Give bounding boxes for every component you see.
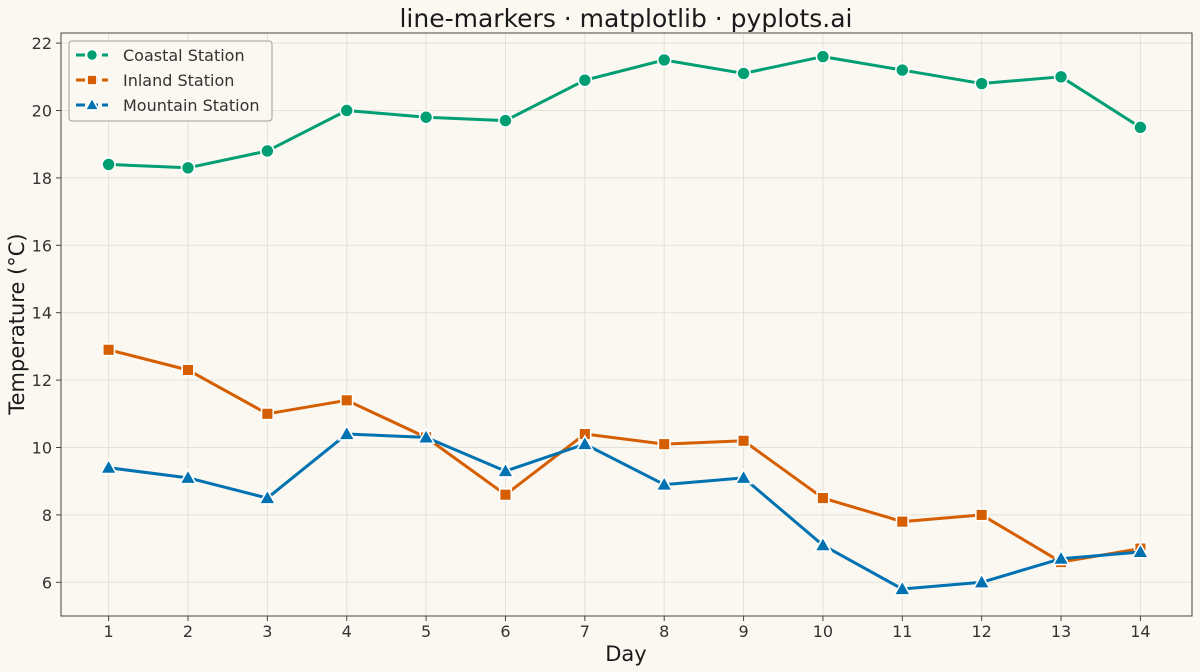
coastal-station-point (498, 113, 513, 128)
x-tick-label: 6 (500, 622, 510, 641)
inland-station-point (895, 514, 909, 529)
inland-station-point (101, 343, 116, 357)
coastal-station-series (101, 49, 1148, 176)
legend-item-coastal-station: Coastal Station (76, 46, 245, 65)
y-tick-label: 10 (32, 439, 52, 458)
mountain-station-point (178, 468, 198, 485)
mountain-station-point (1131, 542, 1150, 559)
coastal-station-point (1053, 69, 1069, 85)
y-tick-label: 20 (32, 102, 52, 121)
coastal-station-point (180, 160, 196, 176)
x-tick-label: 7 (580, 622, 590, 641)
legend: Coastal Station Inland Station Mountain St… (68, 40, 273, 122)
x-tick-label: 8 (659, 622, 669, 641)
coastal-station-point (895, 62, 910, 78)
x-tick-label: 1 (104, 622, 114, 641)
y-tick-label: 6 (42, 573, 52, 592)
coastal-station-point (974, 76, 989, 91)
x-tick-label: 4 (342, 622, 352, 641)
coastal-station-point (736, 66, 751, 81)
mountain-station-point (416, 427, 436, 445)
y-tick-label: 22 (32, 34, 52, 53)
inland-station-point (736, 434, 751, 448)
y-tick-label: 12 (32, 371, 52, 390)
y-tick-label: 18 (32, 169, 52, 188)
legend-marker-coastal-station (85, 48, 99, 62)
coastal-station-point (815, 49, 831, 64)
mountain-station-point (575, 434, 595, 451)
x-tick-label: 2 (183, 622, 193, 641)
legend-label-mountain-station: Mountain Station (123, 96, 260, 115)
x-axis-label: Day (605, 642, 646, 666)
x-tick-label: 12 (971, 622, 991, 641)
legend-marker-mountain-station (83, 96, 101, 111)
plot-area-frame (60, 32, 1193, 617)
mountain-station-point (972, 572, 992, 589)
legend-item-mountain-station: Mountain Station (76, 96, 260, 115)
y-axis-label: Temperature (°C) (5, 233, 29, 415)
mountain-station-point (734, 468, 753, 485)
x-tick-label: 10 (813, 622, 833, 641)
inland-station-line (107, 348, 1142, 564)
inland-station-point (975, 508, 989, 522)
chart-title: line-markers · matplotlib · pyplots.ai (399, 4, 852, 33)
mountain-station-point (813, 535, 833, 552)
coastal-station-point (418, 109, 434, 125)
plot-series (99, 49, 1150, 596)
legend-box (68, 40, 273, 122)
inland-station-point (498, 488, 513, 502)
y-tick-label: 14 (32, 304, 52, 323)
coastal-station-point (1133, 120, 1148, 135)
x-tick-label: 9 (738, 622, 748, 641)
legend-marker-inland-station (86, 74, 98, 86)
y-tick-label: 8 (42, 506, 52, 525)
mountain-station-point (99, 457, 118, 475)
coastal-station-line (107, 55, 1142, 170)
mountain-station-point (337, 424, 357, 441)
x-tick-label: 14 (1130, 622, 1150, 641)
coastal-station-point (101, 157, 116, 172)
inland-station-point (260, 407, 275, 421)
mountain-station-point (892, 579, 912, 596)
coastal-station-point (577, 72, 593, 88)
mountain-station-series (99, 424, 1150, 596)
legend-label-inland-station: Inland Station (123, 71, 234, 90)
coastal-station-point (339, 103, 355, 118)
inland-station-point (816, 491, 830, 505)
x-tick-label: 11 (892, 622, 912, 641)
x-tick-label: 13 (1051, 622, 1071, 641)
mountain-station-point (654, 474, 674, 492)
coastal-station-point (260, 143, 275, 159)
mountain-station-line (107, 432, 1142, 591)
x-tick-label: 3 (262, 622, 272, 641)
legend-label-coastal-station: Coastal Station (123, 46, 245, 65)
x-tick-label: 5 (421, 622, 431, 641)
inland-station-point (340, 393, 354, 407)
inland-station-point (657, 437, 671, 451)
y-tick-label: 16 (32, 236, 52, 255)
mountain-station-point (258, 488, 277, 505)
inland-station-point (181, 363, 195, 377)
mountain-station-point (1051, 548, 1071, 566)
legend-item-inland-station: Inland Station (76, 71, 234, 90)
mountain-station-point (496, 461, 515, 478)
coastal-station-point (656, 52, 672, 68)
